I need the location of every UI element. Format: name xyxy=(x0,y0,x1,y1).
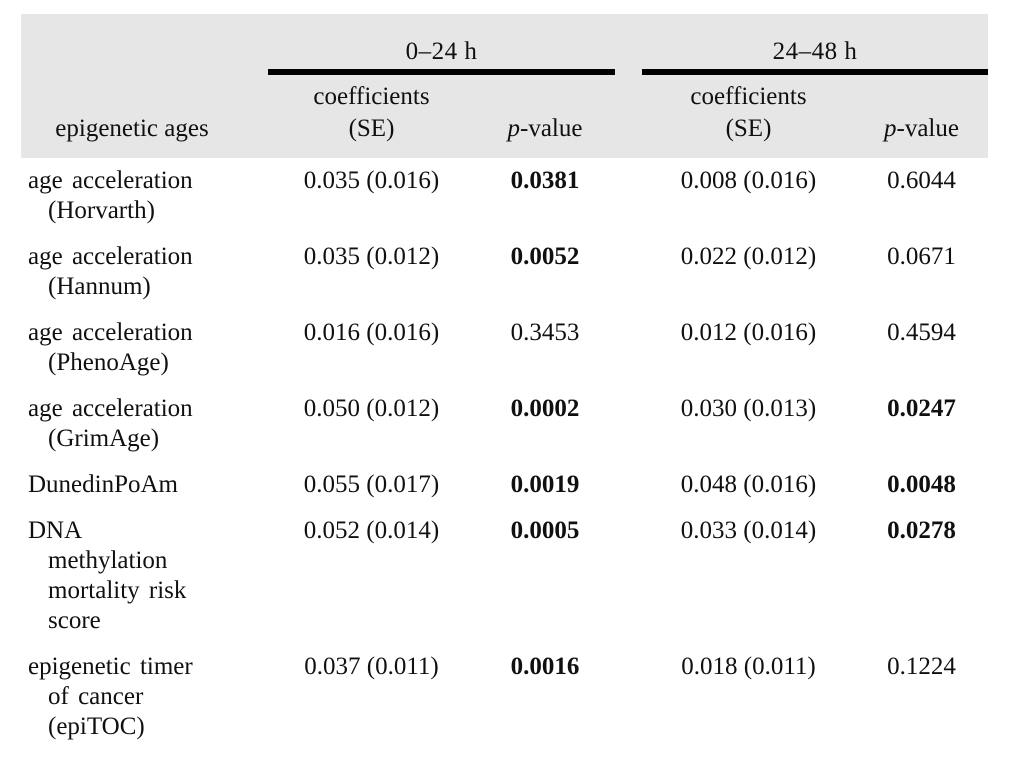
coefficient-se-0-24h: 0.037 (0.011) xyxy=(304,653,439,680)
p-value-24-48h: 0.1224 xyxy=(887,653,956,680)
p-suffix-1: -value xyxy=(520,115,583,142)
coefficient-se-24-48h: 0.012 (0.016) xyxy=(680,319,817,346)
table-row: DNA methylation mortality risk score 0.0… xyxy=(21,516,988,636)
coefficient-se-0-24h: 0.016 (0.016) xyxy=(303,319,440,346)
row-label: age acceleration (Horvarth) xyxy=(28,167,193,224)
coefficients-label-2: coefficients xyxy=(690,83,807,110)
p-value-0-24h: 0.0005 xyxy=(510,517,580,544)
p-value-0-24h: 0.0002 xyxy=(510,395,580,422)
se-label-1: (SE) xyxy=(348,115,395,142)
column-header-p-value-1: p-value xyxy=(475,107,615,145)
row-label: age acceleration (GrimAge) xyxy=(28,395,193,452)
p-value-0-24h: 0.0016 xyxy=(510,653,580,680)
column-header-coefficients-se-1: coefficients (SE) xyxy=(268,75,475,145)
coefficient-se-0-24h: 0.052 (0.014) xyxy=(303,517,440,544)
epigenetic-ages-table: 0–24 h 24–48 h epigenetic ages coefficie… xyxy=(21,14,988,758)
coefficient-se-0-24h: 0.050 (0.012) xyxy=(303,395,440,422)
p-value-24-48h: 0.6044 xyxy=(887,167,956,194)
table-row: age acceleration (GrimAge) 0.050 (0.012)… xyxy=(21,394,988,454)
p-value-24-48h: 0.0247 xyxy=(887,395,956,422)
col-group-24-48h: 24–48 h xyxy=(642,14,988,75)
p-value-0-24h: 0.0019 xyxy=(510,471,580,498)
row-label: age acceleration (PhenoAge) xyxy=(28,319,193,376)
coefficient-se-24-48h: 0.008 (0.016) xyxy=(680,167,817,194)
col-group-gap xyxy=(615,14,642,75)
col-group-0-24h-label: 0–24 h xyxy=(405,38,478,65)
coefficient-se-0-24h: 0.035 (0.012) xyxy=(303,243,440,270)
p-value-24-48h: 0.4594 xyxy=(887,319,956,346)
column-header-p-value-2: p-value xyxy=(855,107,988,145)
p-value-0-24h: 0.3453 xyxy=(510,319,580,346)
coefficient-se-24-48h: 0.048 (0.016) xyxy=(680,471,817,498)
table-row: age acceleration (Hannum) 0.035 (0.012) … xyxy=(21,242,988,302)
coefficients-label-1: coefficients xyxy=(313,83,430,110)
p-value-0-24h: 0.0381 xyxy=(510,167,580,194)
p-italic-2: p xyxy=(884,115,897,142)
table-row: epigenetic timer of cancer (epiTOC) 0.03… xyxy=(21,652,988,742)
row-label: DunedinPoAm xyxy=(28,471,178,498)
column-header-coefficients-se-2: coefficients (SE) xyxy=(642,75,855,145)
p-suffix-2: -value xyxy=(896,115,959,142)
p-value-24-48h: 0.0671 xyxy=(887,243,956,270)
coefficient-se-0-24h: 0.035 (0.016) xyxy=(303,167,440,194)
coefficient-se-24-48h: 0.030 (0.013) xyxy=(680,395,817,422)
row-label: age acceleration (Hannum) xyxy=(28,243,193,300)
table-body: age acceleration (Horvarth) 0.035 (0.016… xyxy=(21,166,988,742)
row-label: DNA methylation mortality risk score xyxy=(28,517,187,634)
p-value-24-48h: 0.0278 xyxy=(887,517,956,544)
coefficient-se-24-48h: 0.033 (0.014) xyxy=(680,517,817,544)
coefficient-se-24-48h: 0.018 (0.011) xyxy=(681,653,816,680)
table-row: age acceleration (Horvarth) 0.035 (0.016… xyxy=(21,166,988,226)
header-corner-spacer xyxy=(21,14,268,75)
se-label-2: (SE) xyxy=(725,115,772,142)
p-italic-1: p xyxy=(507,115,521,142)
table-row: age acceleration (PhenoAge) 0.016 (0.016… xyxy=(21,318,988,378)
table-header: 0–24 h 24–48 h epigenetic ages coefficie… xyxy=(21,14,988,158)
p-value-0-24h: 0.0052 xyxy=(510,243,580,270)
column-header-epigenetic-ages: epigenetic ages xyxy=(55,115,209,142)
coefficient-se-0-24h: 0.055 (0.017) xyxy=(303,471,440,498)
row-label: epigenetic timer of cancer (epiTOC) xyxy=(28,653,193,740)
p-value-24-48h: 0.0048 xyxy=(887,471,956,498)
col-group-0-24h: 0–24 h xyxy=(268,14,615,75)
table-row: DunedinPoAm 0.055 (0.017) 0.0019 0.048 (… xyxy=(21,470,988,500)
col-group-24-48h-label: 24–48 h xyxy=(772,38,858,65)
coefficient-se-24-48h: 0.022 (0.012) xyxy=(680,243,817,270)
